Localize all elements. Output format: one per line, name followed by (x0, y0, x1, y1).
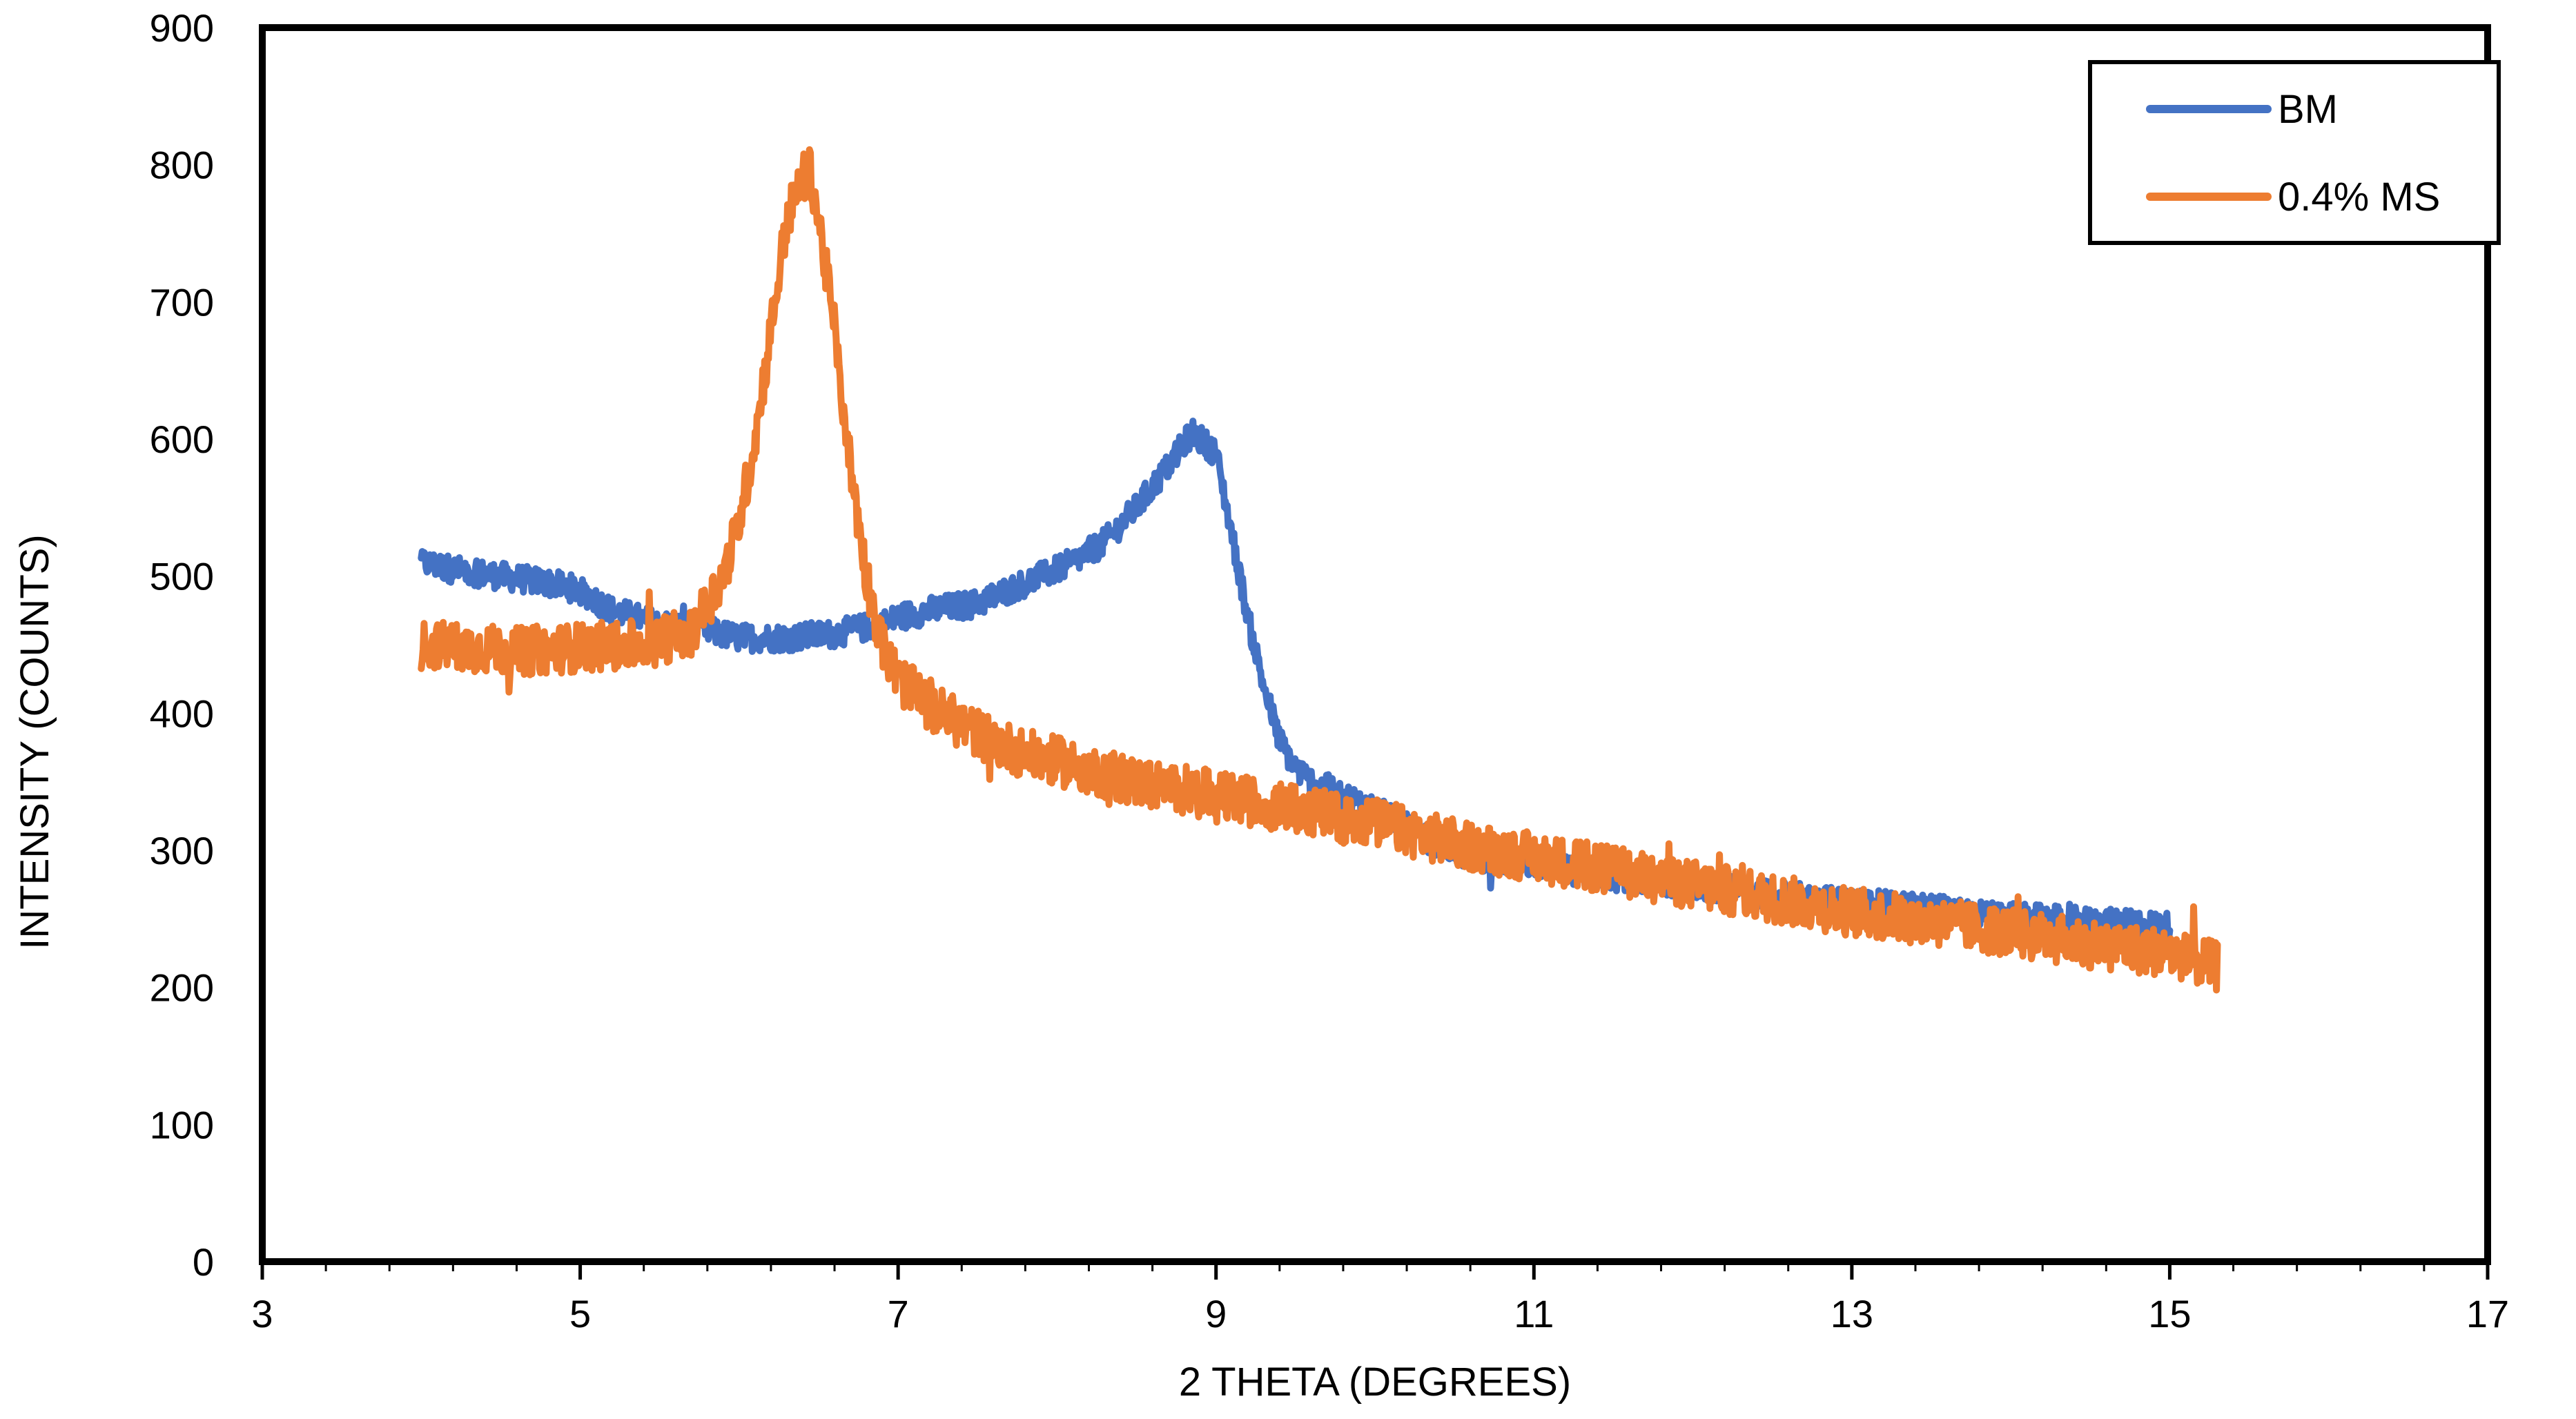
x-tick-label-3: 3 (251, 1292, 273, 1335)
y-tick-label-600: 600 (150, 418, 214, 461)
data-series (418, 146, 2221, 994)
y-tick-label-700: 700 (150, 280, 214, 324)
y-tick-label-400: 400 (150, 692, 214, 735)
x-tick-label-5: 5 (569, 1292, 591, 1335)
y-tick-label-200: 200 (150, 966, 214, 1010)
x-tick-label-17: 17 (2466, 1292, 2509, 1335)
legend-label-0-4-ms: 0.4% MS (2278, 175, 2440, 219)
x-axis-title: 2 THETA (DEGREES) (1179, 1360, 1571, 1405)
y-tick-label-100: 100 (150, 1103, 214, 1146)
y-tick-label-500: 500 (150, 555, 214, 598)
x-tick-label-13: 13 (1831, 1292, 1873, 1335)
series-line-0-4-ms (418, 146, 2221, 994)
x-tick-label-11: 11 (1514, 1292, 1554, 1335)
legend-label-bm: BM (2278, 87, 2338, 132)
x-tick-label-7: 7 (888, 1292, 909, 1335)
y-axis-title: INTENSITY (COUNTS) (12, 534, 57, 950)
plot-area-border (259, 24, 2491, 1265)
x-tick-label-9: 9 (1205, 1292, 1227, 1335)
legend-box (2088, 60, 2501, 245)
legend: BM 0.4% MS (2088, 60, 2501, 245)
y-tick-label-300: 300 (150, 829, 214, 872)
y-tick-label-800: 800 (150, 144, 214, 187)
y-tick-label-0: 0 (193, 1240, 214, 1284)
axis-ticks: 3 5 7 9 11 13 15 17 0 100 200 300 400 500 600 700 800 900 (150, 6, 2510, 1335)
x-tick-label-15: 15 (2148, 1292, 2191, 1335)
y-tick-label-900: 900 (150, 6, 214, 50)
